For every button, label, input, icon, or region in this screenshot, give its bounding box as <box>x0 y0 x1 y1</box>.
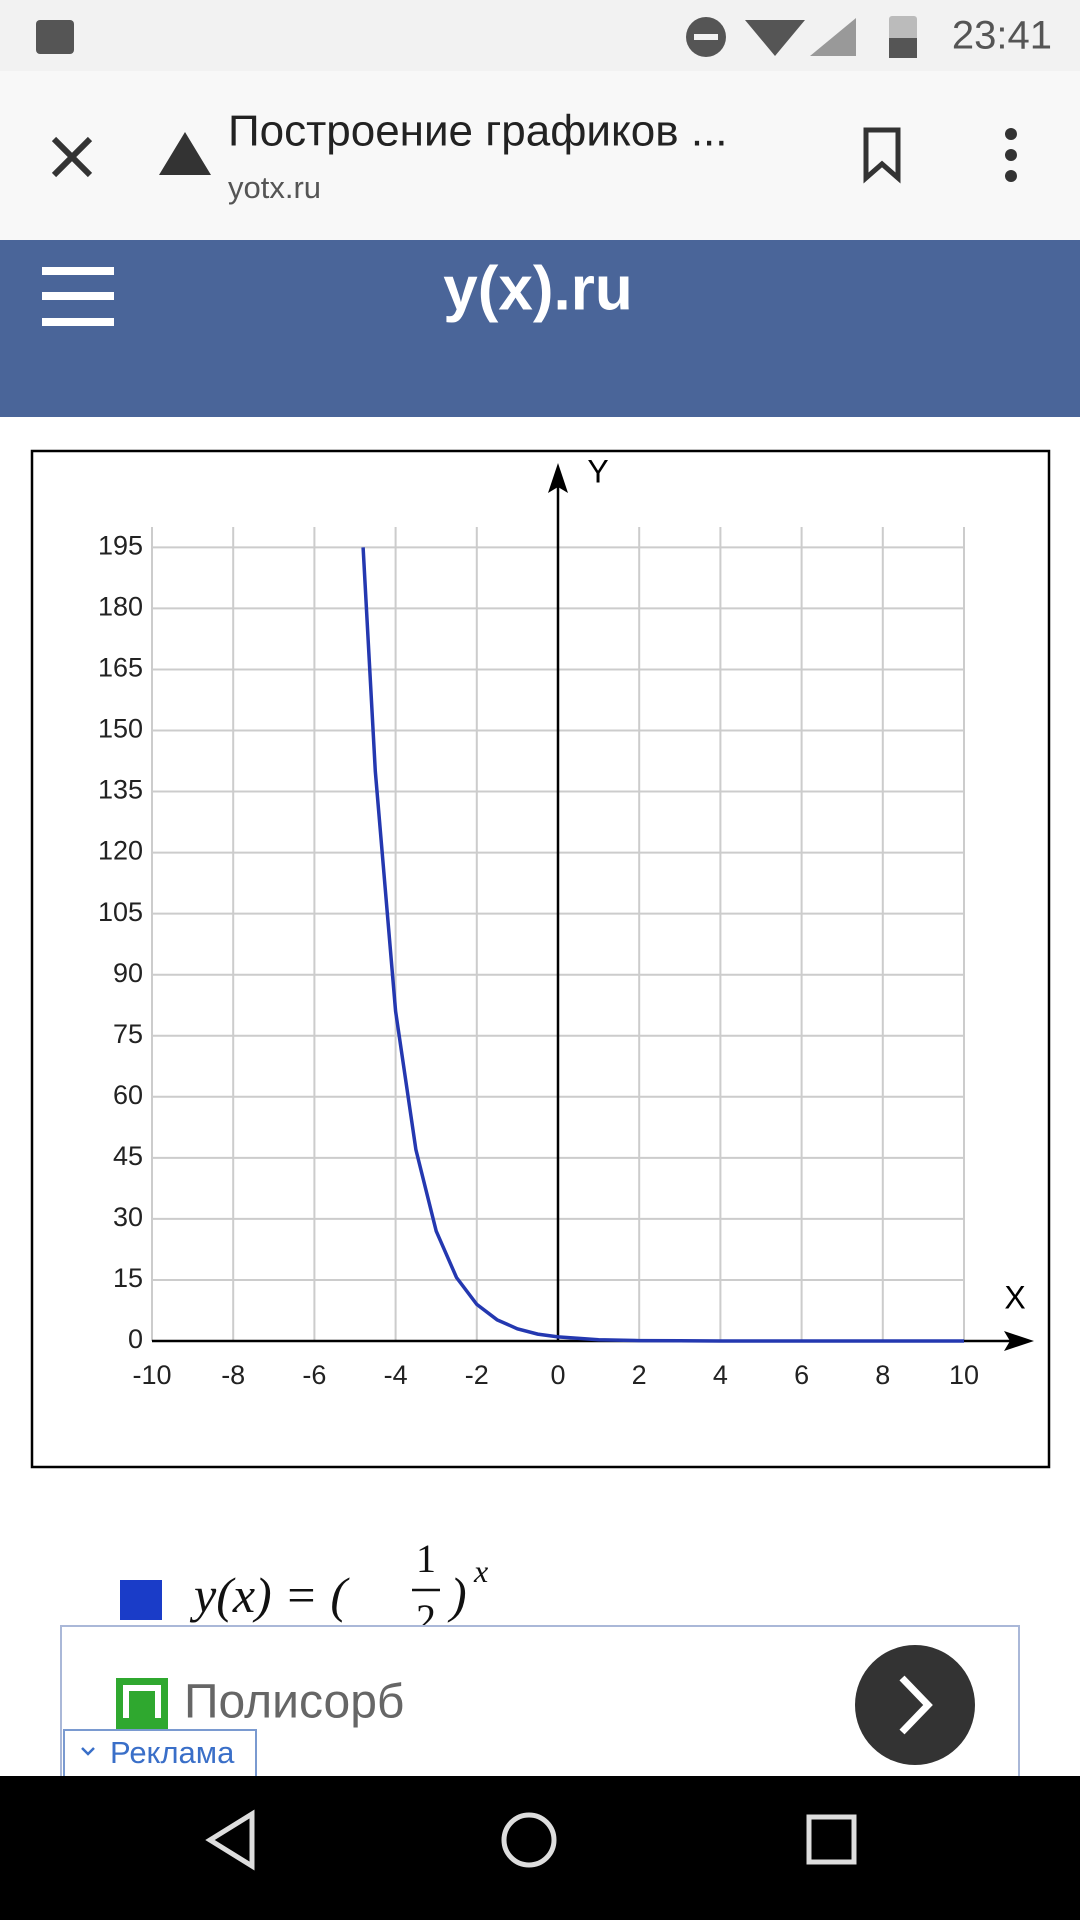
hamburger-menu[interactable] <box>42 267 114 326</box>
y-tick-label: 165 <box>98 653 143 683</box>
legend: y(x) = (12) x <box>120 1536 488 1641</box>
y-tick-label: 0 <box>128 1324 143 1354</box>
bookmark-button[interactable] <box>863 127 901 184</box>
x-tick-label: 6 <box>794 1360 809 1390</box>
y-tick-label: 195 <box>98 530 143 560</box>
home-button[interactable] <box>501 1812 557 1868</box>
recents-button[interactable] <box>806 1814 857 1865</box>
ad-arrow <box>899 1675 933 1735</box>
site-header <box>0 240 1080 417</box>
y-tick-label: 90 <box>113 958 143 988</box>
y-tick-label: 105 <box>98 897 143 927</box>
x-tick-label: -2 <box>465 1360 489 1390</box>
dnd-bar <box>694 34 718 40</box>
y-tick-label: 135 <box>98 775 143 805</box>
ad-brand[interactable]: Полисорб <box>184 1676 404 1729</box>
page-title: Построение графиков ... <box>228 107 728 156</box>
x-tick-label: 10 <box>949 1360 979 1390</box>
warning-icon[interactable] <box>159 132 211 175</box>
menu-button[interactable] <box>1005 128 1017 182</box>
legend-rhs: ) <box>447 1567 467 1623</box>
legend-swatch <box>120 1580 162 1620</box>
x-tick-label: -4 <box>384 1360 408 1390</box>
y-tick-label: 120 <box>98 836 143 866</box>
chart: -10 -8 -6 -4 -2 0 2 4 6 8 10 0 15 30 45 60 75 90 105 120 135… <box>98 453 1034 1390</box>
page-url: yotx.ru <box>228 170 321 205</box>
close-button[interactable] <box>51 136 93 178</box>
x-tick-label: 2 <box>632 1360 647 1390</box>
gallery-icon <box>36 20 74 54</box>
y-tick-label: 30 <box>113 1202 143 1232</box>
ad-chevron <box>81 1747 95 1756</box>
y-tick-label: 15 <box>113 1263 143 1293</box>
legend-lhs: y(x) = ( <box>189 1567 350 1623</box>
x-tick-label: 4 <box>713 1360 728 1390</box>
x-axis-label: X <box>1004 1279 1025 1315</box>
x-axis-arrow <box>1004 1331 1034 1351</box>
ad-label[interactable]: Реклама <box>110 1735 235 1770</box>
legend-numerator: 1 <box>416 1536 436 1581</box>
x-tick-label: 0 <box>550 1360 565 1390</box>
curve <box>361 547 964 1343</box>
ad-arrow-button[interactable] <box>855 1645 975 1765</box>
x-tick-label: -8 <box>221 1360 245 1390</box>
ad-logo-mark <box>123 1685 161 1718</box>
clock: 23:41 <box>952 14 1052 58</box>
y-tick-label: 180 <box>98 592 143 622</box>
legend-exponent: x <box>473 1553 488 1589</box>
wifi-icon <box>745 20 805 56</box>
back-button[interactable] <box>205 1809 255 1871</box>
signal-icon <box>810 18 856 56</box>
y-axis-label: Y <box>587 453 608 489</box>
x-tick-label: -6 <box>302 1360 326 1390</box>
chart-frame <box>30 449 1051 1469</box>
y-tick-label: 45 <box>113 1141 143 1171</box>
y-axis-arrow <box>548 463 568 493</box>
x-tick-label: -10 <box>132 1360 171 1390</box>
y-tick-label: 60 <box>113 1080 143 1110</box>
ad-label-box[interactable] <box>63 1729 257 1779</box>
status-bar <box>0 0 1080 71</box>
battery-level <box>889 38 917 58</box>
y-tick-label: 75 <box>113 1019 143 1049</box>
y-tick-label: 150 <box>98 714 143 744</box>
nav-bar <box>0 1776 1080 1920</box>
site-title: y(x).ru <box>443 254 632 323</box>
x-tick-label: 8 <box>875 1360 890 1390</box>
